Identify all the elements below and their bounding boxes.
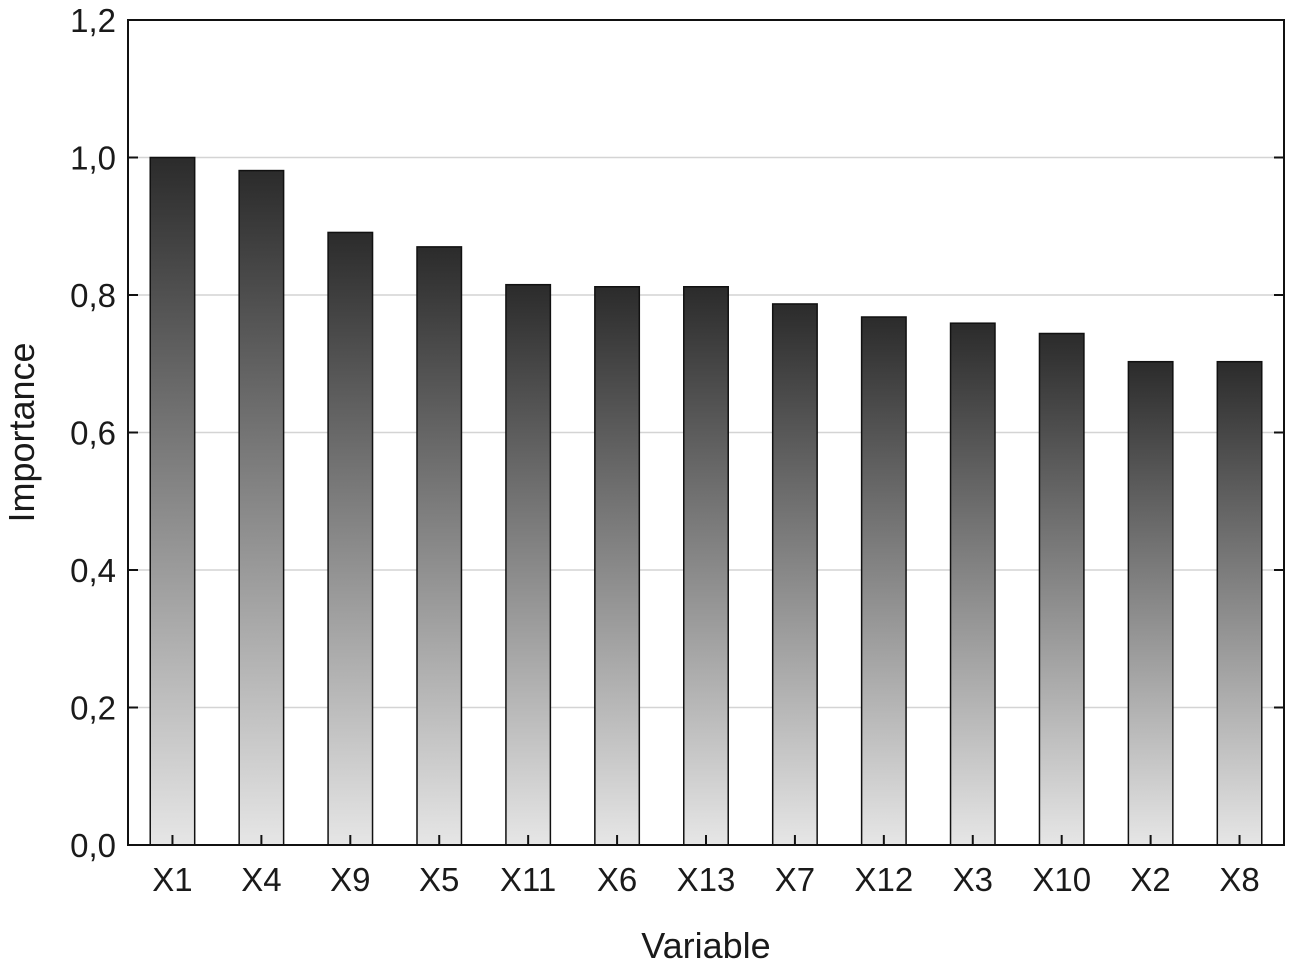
bar-x13 <box>683 286 729 846</box>
bar-x1 <box>149 156 196 846</box>
x-tick-label: X5 <box>419 861 459 898</box>
y-tick-label: 1,0 <box>70 140 116 177</box>
x-tick-label: X9 <box>330 861 370 898</box>
x-tick-label: X11 <box>500 861 556 898</box>
x-tick-label: X4 <box>241 861 281 898</box>
axes <box>127 19 1285 846</box>
x-tick-label: X3 <box>953 861 993 898</box>
x-axis-title: Variable <box>641 925 770 966</box>
y-tick-label: 0,6 <box>70 415 116 452</box>
bar-x4 <box>238 169 285 846</box>
bar-x6 <box>594 286 641 846</box>
bar-x3 <box>949 322 996 846</box>
bar-x7 <box>771 303 818 846</box>
y-tick-label: 1,2 <box>70 2 116 39</box>
y-tick-label: 0,2 <box>70 690 116 727</box>
bar-x12 <box>860 316 907 846</box>
bar-x11 <box>505 283 552 846</box>
bar-x5 <box>416 246 463 846</box>
x-tick-label: X8 <box>1219 861 1259 898</box>
x-tick-label: X2 <box>1130 861 1170 898</box>
x-tick-label: X13 <box>677 861 736 898</box>
bar-x10 <box>1038 332 1085 846</box>
y-tick-label: 0,4 <box>70 552 116 589</box>
x-tick-label: X7 <box>775 861 815 898</box>
bar-x2 <box>1127 360 1174 846</box>
y-tick-labels: 0,0 0,2 0,4 0,6 0,8 1,0 1,2 <box>70 2 116 864</box>
y-tick-label: 0,8 <box>70 277 116 314</box>
y-tick-label: 0,0 <box>70 827 116 864</box>
bar-x9 <box>327 231 374 846</box>
y-axis-title: Importance <box>1 342 42 522</box>
x-tick-label: X1 <box>152 861 192 898</box>
x-tick-label: X12 <box>854 861 913 898</box>
x-tick-label: X10 <box>1032 861 1091 898</box>
bars <box>149 156 1263 846</box>
x-tick-labels: X1 X4 X9 X5 X11 X6 X13 X7 X12 X3 X10 X2 X8 <box>152 861 1259 898</box>
x-tick-label: X6 <box>597 861 637 898</box>
bar-x8 <box>1216 360 1263 846</box>
